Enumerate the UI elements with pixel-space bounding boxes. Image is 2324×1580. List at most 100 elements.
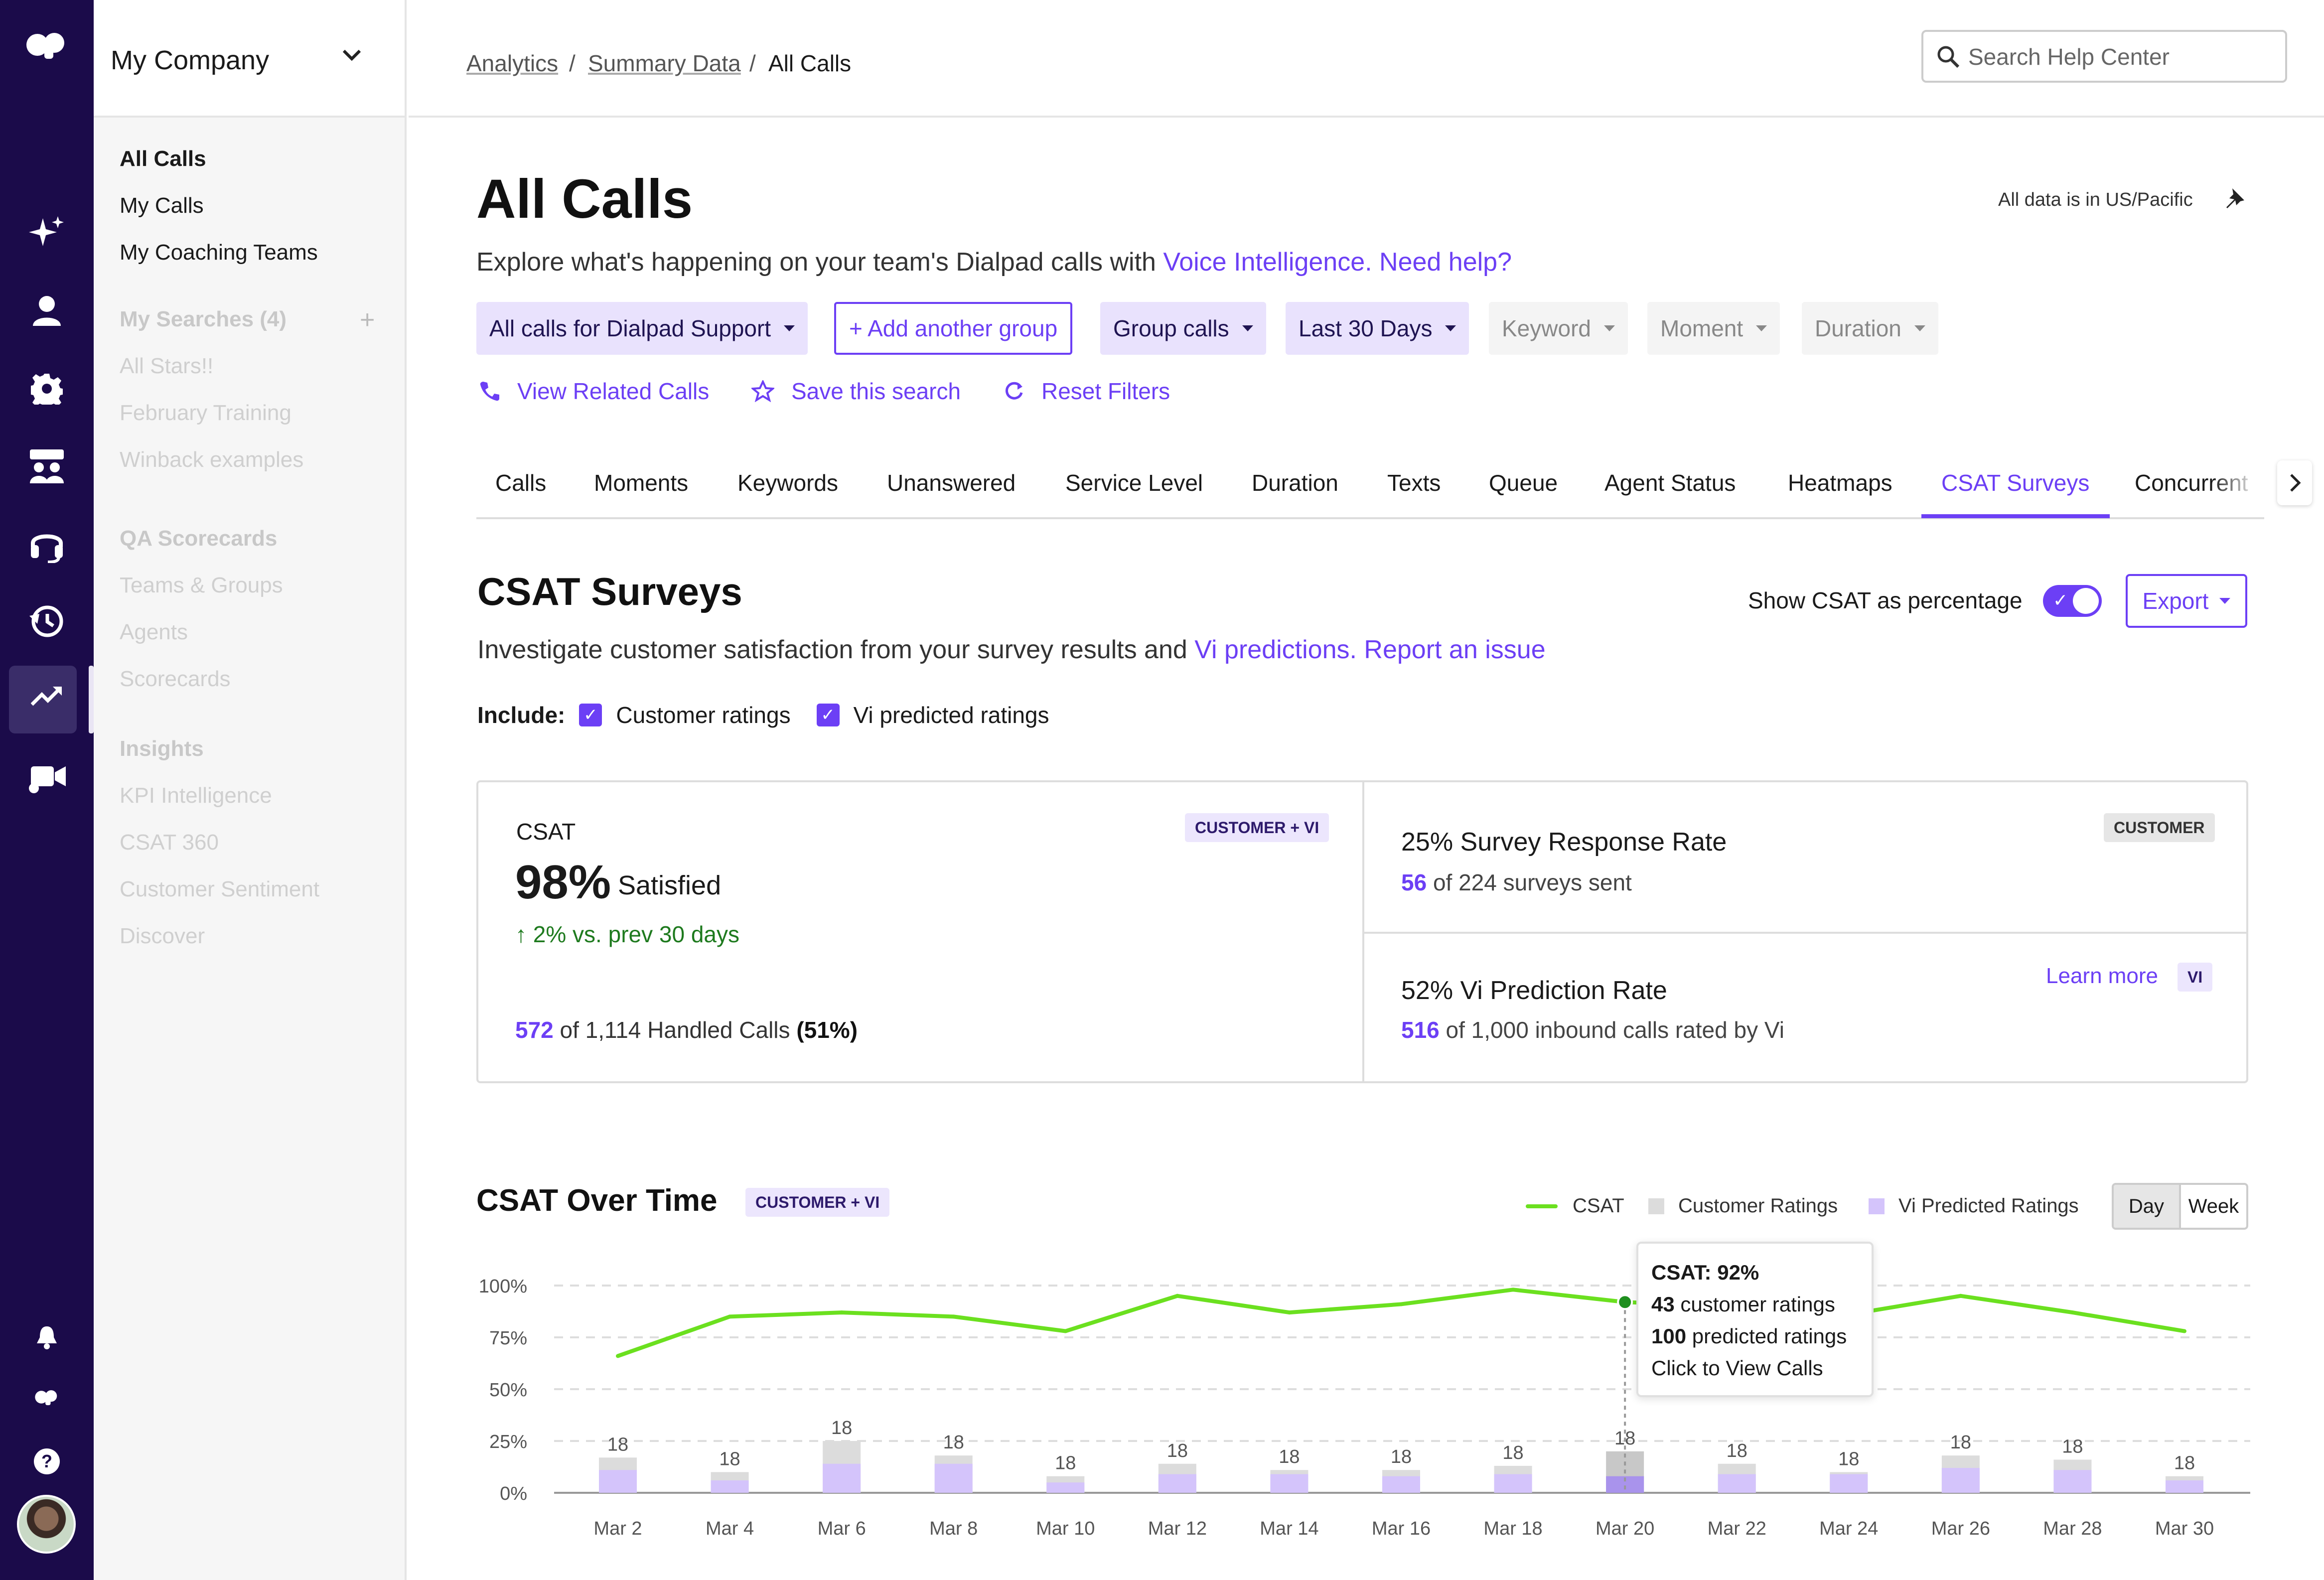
tab-calls[interactable]: Calls — [495, 470, 547, 496]
report-issue-link[interactable]: Report an issue — [1364, 635, 1546, 664]
save-search-link[interactable]: Save this search — [751, 378, 961, 405]
sidebar-item-coaching-teams[interactable]: My Coaching Teams — [120, 240, 318, 265]
tab-queue[interactable]: Queue — [1489, 470, 1558, 496]
sidebar-item-search[interactable]: All Stars!! — [120, 354, 214, 378]
add-search-icon[interactable]: + — [360, 305, 375, 334]
legend-csat[interactable]: CSAT — [1526, 1195, 1624, 1217]
report-tabs: Calls Moments Keywords Unanswered Servic… — [476, 463, 2264, 519]
sidebar-item-my-calls[interactable]: My Calls — [120, 193, 204, 218]
bell-icon[interactable] — [0, 1325, 94, 1349]
filter-group-calls[interactable]: Group calls — [1100, 302, 1266, 355]
breadcrumb-summary-data[interactable]: Summary Data — [588, 50, 741, 76]
x-tick-label: Mar 28 — [2043, 1518, 2102, 1539]
sidebar-item-search[interactable]: February Training — [120, 401, 291, 425]
vi-ratings-checkbox[interactable]: ✓ — [816, 704, 840, 726]
tab-duration[interactable]: Duration — [1252, 470, 1338, 496]
day-option[interactable]: Day — [2114, 1185, 2181, 1228]
tab-service-level[interactable]: Service Level — [1065, 470, 1203, 496]
sidebar-item-csat-360[interactable]: CSAT 360 — [120, 830, 219, 855]
legend-vi-predicted[interactable]: Vi Predicted Ratings — [1869, 1195, 2079, 1217]
tab-moments[interactable]: Moments — [594, 470, 689, 496]
handled-calls-count[interactable]: 572 — [515, 1017, 554, 1043]
add-group-button[interactable]: + Add another group — [834, 302, 1073, 355]
csat-delta: ↑ 2% vs. prev 30 days — [515, 921, 739, 947]
tab-agent-status[interactable]: Agent Status — [1604, 470, 1736, 496]
dialpad-logo-icon[interactable] — [0, 30, 94, 60]
vi-rated-count[interactable]: 516 — [1401, 1017, 1440, 1043]
avatar[interactable] — [17, 1495, 76, 1554]
learn-more-link[interactable]: Learn more — [2046, 964, 2159, 988]
dialpad-small-icon[interactable] — [0, 1388, 94, 1406]
bar-data-label: 18 — [1950, 1432, 1971, 1453]
reset-filters-label: Reset Filters — [1041, 378, 1170, 404]
reset-filters-link[interactable]: Reset Filters — [1004, 378, 1170, 405]
sidebar-item-all-calls[interactable]: All Calls — [120, 146, 206, 171]
analytics-trend-icon[interactable] — [0, 685, 94, 707]
sidebar-item-scorecards[interactable]: Scorecards — [120, 667, 231, 691]
csat-percentage-toggle[interactable]: ✓ — [2043, 585, 2102, 617]
sidebar-searches-header[interactable]: My Searches (4) — [120, 307, 287, 331]
bar-data-label: 18 — [1167, 1440, 1188, 1461]
tab-keywords[interactable]: Keywords — [737, 470, 838, 496]
company-switcher[interactable]: My Company — [94, 0, 405, 118]
bar-data-label: 18 — [607, 1434, 628, 1455]
need-help-link[interactable]: Need help? — [1379, 248, 1512, 277]
vi-ratings-label[interactable]: Vi predicted ratings — [853, 702, 1049, 728]
export-button[interactable]: Export — [2126, 574, 2247, 628]
sidebar-item-discover[interactable]: Discover — [120, 924, 205, 948]
help-icon[interactable]: ? — [0, 1448, 94, 1475]
vi-predicted-bar — [1718, 1474, 1756, 1493]
filter-moment[interactable]: Moment — [1647, 302, 1780, 355]
breadcrumb-analytics[interactable]: Analytics — [466, 50, 559, 76]
sidebar-item-teams-groups[interactable]: Teams & Groups — [120, 573, 283, 597]
sidebar-item-kpi-intelligence[interactable]: KPI Intelligence — [120, 783, 272, 808]
csat-point — [1063, 1329, 1068, 1333]
view-related-calls-link[interactable]: View Related Calls — [479, 378, 709, 405]
help-search-box[interactable] — [1921, 30, 2287, 83]
vi-rated-text: of 1,000 inbound calls rated by Vi — [1439, 1017, 1784, 1043]
chevron-down-icon — [341, 44, 363, 68]
week-option[interactable]: Week — [2188, 1195, 2239, 1217]
search-input[interactable] — [1968, 41, 2277, 73]
vi-predicted-bar — [711, 1480, 749, 1493]
filter-group-dialpad-support[interactable]: All calls for Dialpad Support — [476, 302, 808, 355]
tab-csat-surveys[interactable]: CSAT Surveys — [1941, 470, 2090, 496]
pin-icon[interactable] — [2225, 187, 2245, 215]
legend-customer-ratings[interactable]: Customer Ratings — [1648, 1195, 1838, 1217]
surveys-responded-count[interactable]: 56 — [1401, 869, 1427, 895]
sidebar-item-agents[interactable]: Agents — [120, 620, 188, 644]
tabs-scroll-right-button[interactable] — [2277, 460, 2312, 505]
team-icon[interactable] — [0, 448, 94, 484]
headset-icon[interactable] — [0, 527, 94, 563]
y-tick-label: 0% — [500, 1483, 527, 1504]
tab-unanswered[interactable]: Unanswered — [887, 470, 1016, 496]
tooltip-predicted-count: 100 — [1651, 1324, 1687, 1348]
gear-icon[interactable] — [0, 373, 94, 405]
sidebar-item-search[interactable]: Winback examples — [120, 447, 304, 472]
tab-texts[interactable]: Texts — [1387, 470, 1441, 496]
toggle-knob — [2073, 588, 2099, 614]
person-icon[interactable] — [0, 295, 94, 327]
csat-point — [616, 1354, 620, 1358]
sparkle-icon[interactable] — [0, 214, 94, 252]
view-calls-link[interactable]: Click to View Calls — [1651, 1356, 1823, 1380]
customer-ratings-label[interactable]: Customer ratings — [616, 702, 791, 728]
filter-keyword[interactable]: Keyword — [1489, 302, 1628, 355]
subtitle-text: Explore what's happening on your team's … — [476, 248, 1163, 277]
bar-data-label: 18 — [943, 1432, 964, 1453]
caret-down-icon — [1445, 325, 1456, 331]
x-tick-label: Mar 4 — [706, 1518, 754, 1539]
breadcrumb-current: All Calls — [768, 50, 852, 76]
customer-ratings-checkbox[interactable]: ✓ — [579, 704, 602, 726]
csat-point — [840, 1310, 844, 1315]
vi-predictions-link[interactable]: Vi predictions. — [1194, 635, 1357, 664]
voice-intelligence-link[interactable]: Voice Intelligence. — [1163, 248, 1372, 277]
tab-heatmaps[interactable]: Heatmaps — [1788, 470, 1892, 496]
bar-data-label: 18 — [1391, 1446, 1412, 1467]
history-icon[interactable] — [0, 604, 94, 639]
video-icon[interactable] — [0, 762, 94, 794]
vi-predicted-bar — [823, 1463, 861, 1493]
filter-duration[interactable]: Duration — [1802, 302, 1938, 355]
filter-date-range[interactable]: Last 30 Days — [1286, 302, 1469, 355]
sidebar-item-customer-sentiment[interactable]: Customer Sentiment — [120, 877, 320, 901]
